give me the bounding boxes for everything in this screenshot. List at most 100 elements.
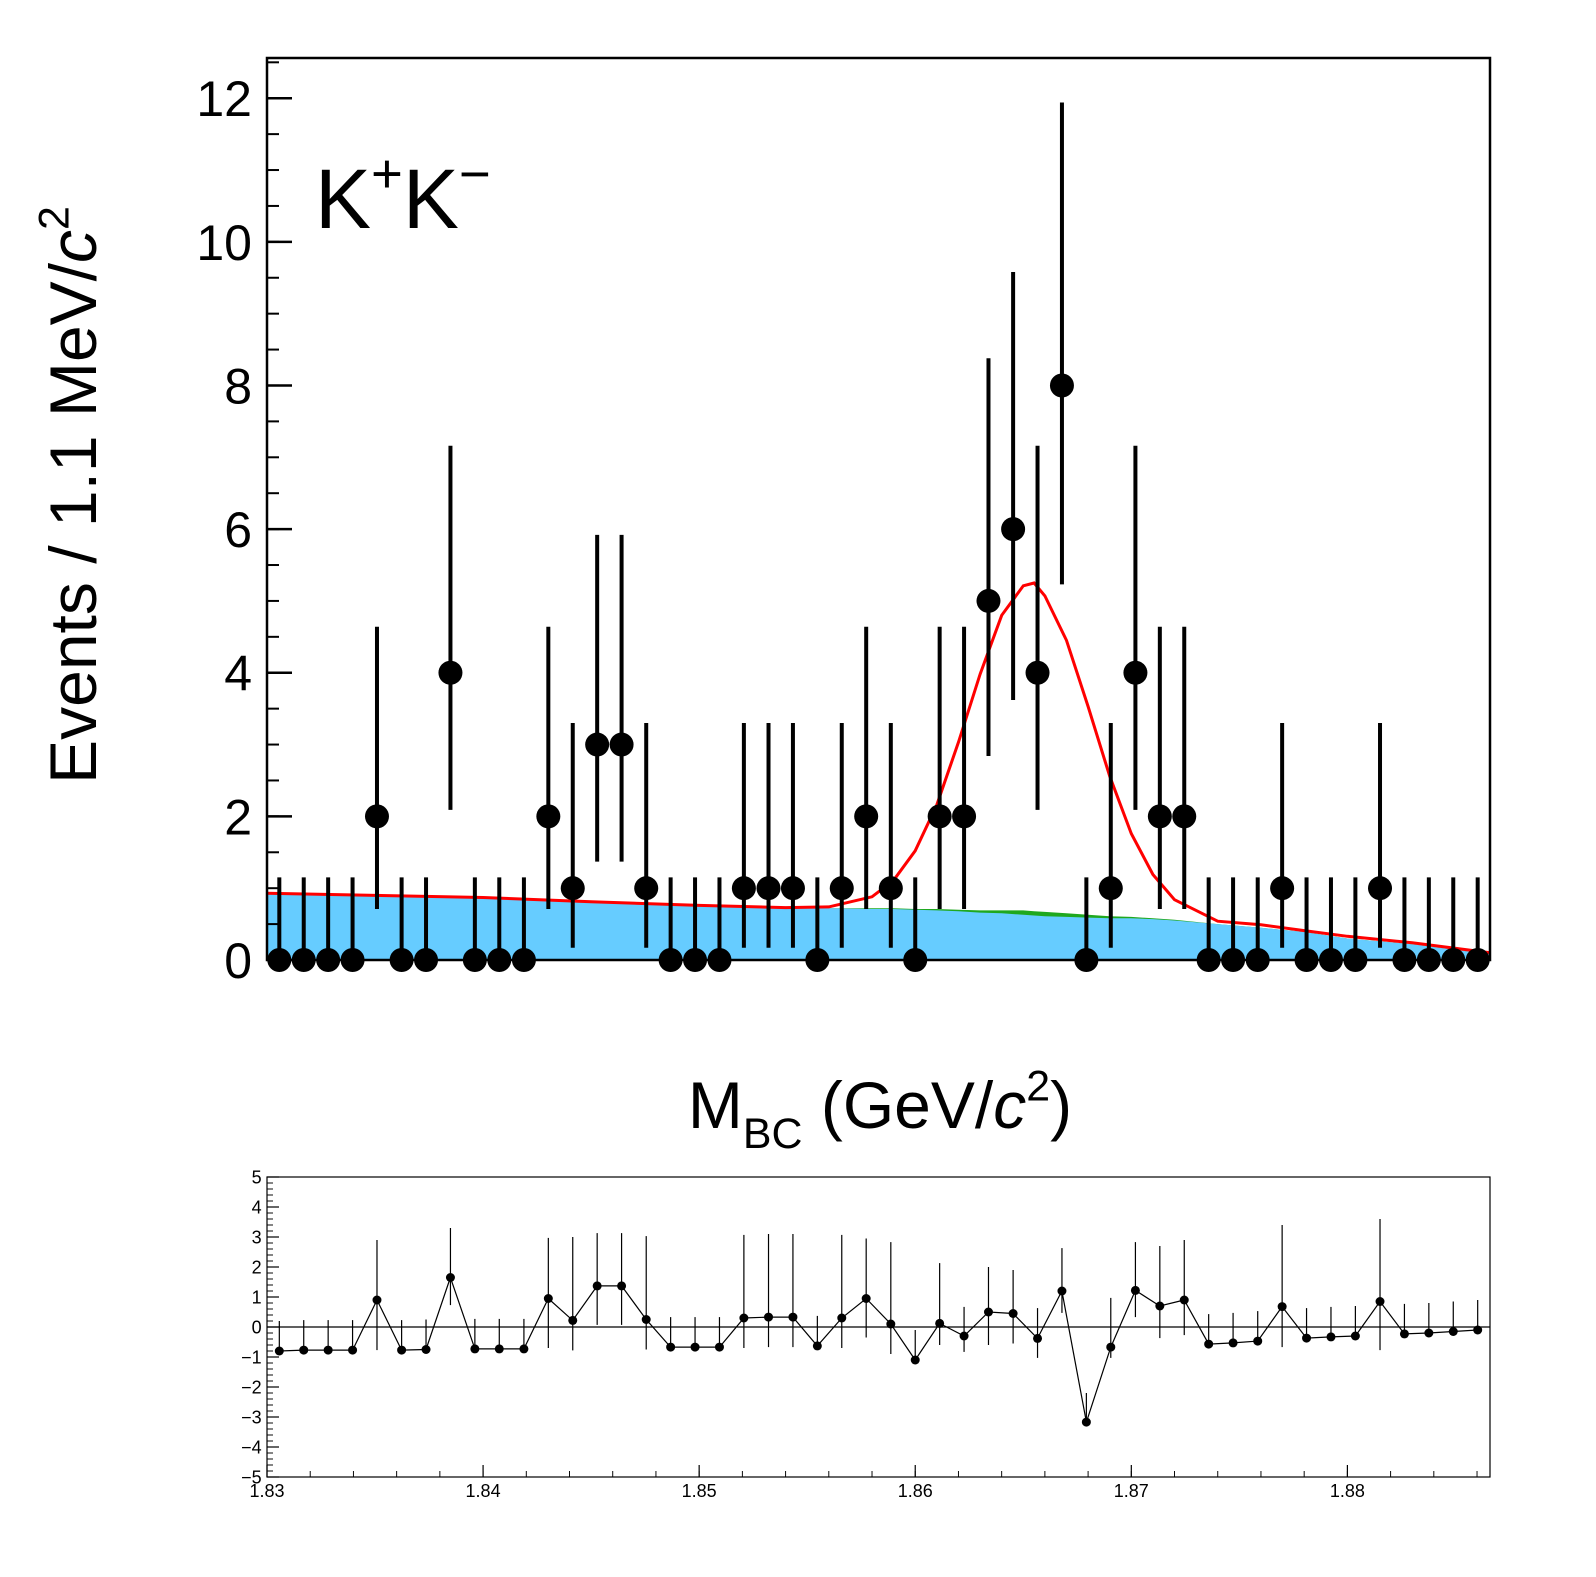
data-point [1001,517,1026,542]
data-point [1172,804,1197,829]
y-tick-label: 12 [196,71,252,127]
x-tick-label: 1.87 [1114,1481,1149,1501]
data-point [959,1331,969,1341]
data-point [397,1345,407,1355]
y-tick-label: 8 [224,358,252,414]
y-axis-label: Events / 1.1 MeV/c2 [30,206,110,784]
data-point [837,1313,847,1323]
data-point [1228,1338,1238,1348]
y-axis-label-part: Events / 1.1 MeV/ [36,262,110,784]
data-point [812,1341,822,1351]
x-tick-label: 1.86 [898,1481,933,1501]
data-point [641,1315,651,1324]
data-point [364,804,389,829]
data-point [543,1294,553,1303]
data-point [634,876,659,901]
y-tick-label: −3 [241,1407,262,1427]
annotation-part: K [315,152,371,246]
x-axis-label-part: BC [743,1110,803,1158]
annotation-part: − [459,144,491,205]
y-tick-label: −1 [241,1347,262,1367]
data-point [348,1345,358,1355]
data-point [952,804,977,829]
data-point [1081,1417,1091,1427]
data-point [1270,876,1295,901]
annotation-part: K [403,152,459,246]
data-point [756,876,781,901]
annotation: K+K− [315,144,491,246]
data-point [764,1312,774,1322]
data-point [494,1344,504,1354]
data-point [1448,1327,1458,1336]
y-tick-label: 0 [224,933,252,989]
data-point [1008,1309,1018,1318]
data-point [568,1315,578,1325]
data-point [592,1281,602,1291]
data-point [1106,1342,1116,1352]
plot-frame [265,56,1492,962]
data-point [1049,373,1074,398]
annotation-part: + [371,144,403,205]
data-point [438,660,463,685]
data-point [1130,1285,1140,1295]
data-point [1375,1297,1385,1306]
y-tick-label: 4 [224,646,252,702]
data-point [1204,1339,1214,1349]
y-tick-label: 10 [196,215,252,271]
y-tick-label: 1 [252,1287,262,1307]
data-point [1147,804,1172,829]
y-tick-label: 3 [252,1227,262,1247]
x-axis-label-part: ) [1050,1068,1072,1142]
y-tick-label: 4 [252,1197,262,1217]
data-point [1302,1333,1312,1343]
x-tick-label: 1.85 [682,1481,717,1501]
data-point [854,804,879,829]
x-axis-label-part: 2 [1026,1062,1050,1110]
data-point [878,876,903,901]
data-point [1025,660,1050,685]
data-point [445,1273,455,1282]
data-point [910,1355,920,1365]
data-point [372,1295,382,1305]
y-axis-label-part: c [36,230,110,263]
y-tick-label: 5 [252,1167,262,1187]
y-tick-label: −4 [241,1437,262,1457]
data-point [927,804,952,829]
data-point [617,1281,627,1291]
y-tick-label: 2 [252,1257,262,1277]
data-point [274,1346,284,1356]
x-tick-label: 1.83 [249,1481,284,1501]
y-tick-label: 0 [252,1317,262,1337]
data-point [1057,1286,1067,1296]
data-point [690,1342,700,1352]
y-tick-label: 6 [224,502,252,558]
data-point [666,1342,676,1352]
x-axis-label-part: (GeV/ [803,1068,994,1142]
data-point [829,876,854,901]
data-point [1399,1329,1409,1339]
data-point [1098,876,1123,901]
data-point [1253,1336,1263,1346]
data-point [1326,1332,1336,1342]
data-point [585,732,610,757]
y-tick-label: −5 [241,1467,262,1487]
data-point [1424,1328,1434,1338]
data-point [1033,1333,1043,1343]
y-tick-label: −2 [241,1377,262,1397]
data-point [780,876,805,901]
x-tick-label: 1.84 [466,1481,501,1501]
data-point [1473,1325,1483,1335]
data-point [983,1307,993,1317]
data-point [519,1344,529,1354]
x-axis-label-part: M [688,1068,743,1142]
data-point [421,1345,431,1354]
data-point [976,588,1001,613]
data-point [731,876,756,901]
data-point [536,804,561,829]
x-tick-label: 1.88 [1330,1481,1365,1501]
data-point [739,1313,749,1323]
data-point [323,1345,333,1355]
data-point [714,1342,724,1352]
